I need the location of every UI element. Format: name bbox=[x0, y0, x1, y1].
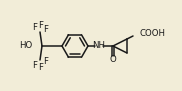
Text: F: F bbox=[43, 25, 48, 34]
Text: F: F bbox=[39, 20, 43, 29]
Text: F: F bbox=[43, 58, 48, 67]
Text: F: F bbox=[33, 61, 37, 70]
Text: HO: HO bbox=[19, 41, 32, 51]
Text: NH: NH bbox=[92, 41, 106, 51]
Text: F: F bbox=[39, 63, 43, 72]
Text: COOH: COOH bbox=[140, 28, 166, 37]
Text: O: O bbox=[110, 56, 116, 65]
Text: F: F bbox=[33, 22, 37, 31]
